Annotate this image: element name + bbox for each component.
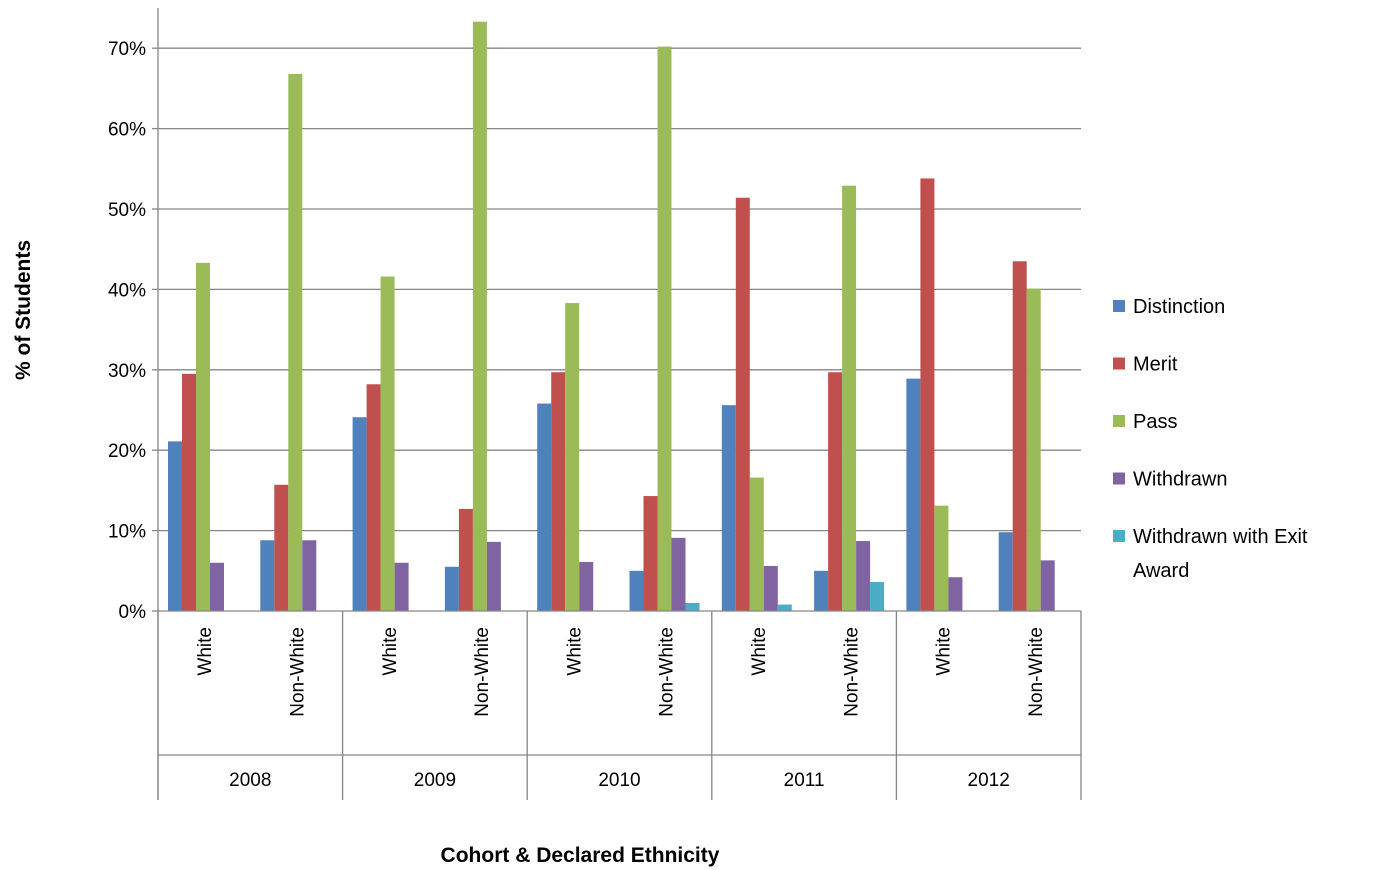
x-tick-label: White [749,627,770,676]
bar-distinction-0 [168,441,182,611]
bar-distinction-1 [260,540,275,611]
bar-withdrawn-with-exit-award-7 [870,582,885,611]
bar-withdrawn-3 [486,541,501,611]
y-axis-title: % of Students [12,240,35,380]
group-label: 2012 [968,770,1010,791]
bar-withdrawn-with-exit-award-6 [777,604,792,611]
bar-withdrawn-2 [394,562,409,611]
legend-swatch [1113,357,1125,370]
bar-pass-2 [380,276,395,611]
legend-swatch [1113,415,1125,427]
bar-merit-2 [366,384,381,611]
legend-label: Merit [1133,354,1178,376]
bar-distinction-2 [352,417,367,611]
legend-label: Distinction [1133,296,1225,318]
bar-merit-5 [643,496,658,611]
bar-pass-9 [1026,288,1041,611]
y-tick-label: 60% [108,120,146,141]
bar-withdrawn-7 [856,541,871,611]
y-tick-label: 40% [108,280,146,301]
x-tick-label: Non-White [472,627,493,717]
bar-merit-1 [274,484,289,611]
bar-withdrawn-with-exit-award-5 [685,602,700,611]
legend-label: Pass [1133,411,1177,433]
bar-merit-3 [458,508,473,611]
y-tick-label: 20% [108,441,146,462]
bar-withdrawn-5 [671,537,686,611]
bar-pass-0 [196,262,210,611]
axes [152,8,1082,800]
y-tick-label: 30% [108,361,146,382]
bar-withdrawn-9 [1040,560,1055,611]
legend-label: Withdrawn with Exit [1133,526,1308,548]
bar-distinction-7 [814,570,829,611]
bar-pass-8 [934,505,949,611]
y-tick-label: 50% [108,200,146,221]
bar-merit-8 [920,178,935,611]
x-tick-label: Non-White [1026,627,1047,717]
bar-distinction-4 [537,403,552,611]
bar-distinction-9 [998,532,1013,611]
bar-merit-4 [551,372,566,611]
bar-pass-1 [288,73,303,612]
bar-withdrawn-1 [302,540,317,611]
x-tick-labels: White Non-White White Non-White White Non-Whi… [195,627,1047,791]
bar-withdrawn-4 [579,561,594,611]
bar-pass-3 [472,21,487,612]
bar-merit-6 [735,197,750,611]
group-label: 2011 [784,770,825,791]
legend-swatch [1113,530,1125,542]
x-tick-label: White [564,627,585,676]
bar-merit-7 [828,372,843,611]
bar-pass-7 [842,185,857,611]
bar-merit-9 [1012,261,1027,611]
x-tick-label: Non-White [657,627,678,717]
legend-label: Withdrawn [1133,469,1227,491]
bars [168,21,1055,612]
bar-distinction-3 [444,566,459,611]
bar-pass-4 [565,303,580,611]
bar-merit-0 [182,373,196,611]
bar-distinction-8 [906,378,921,611]
bar-withdrawn-6 [763,565,778,611]
bar-pass-6 [749,477,764,611]
bar-distinction-6 [721,405,736,611]
x-axis-title: Cohort & Declared Ethnicity [441,844,720,867]
bar-withdrawn-8 [948,577,963,611]
y-tick-label: 70% [108,39,146,60]
x-tick-label: Non-White [287,627,308,717]
group-label: 2008 [229,770,271,791]
bar-withdrawn-0 [210,562,224,611]
y-tick-label: 0% [119,602,147,623]
x-tick-label: White [195,627,216,676]
bar-distinction-5 [629,570,644,611]
group-label: 2009 [414,770,456,791]
group-label: 2010 [598,770,640,791]
y-tick-labels: 0% 10% 20% 30% 40% 50% 60% 70% [108,39,146,623]
x-tick-label: White [934,627,955,676]
legend: Distinction Merit Pass Withdrawn Withdrawn w… [1113,296,1308,582]
y-tick-label: 10% [108,522,146,543]
x-tick-label: White [380,627,401,676]
legend-label: Award [1133,560,1189,582]
bar-pass-5 [657,46,672,612]
x-tick-label: Non-White [841,627,862,717]
legend-swatch [1113,472,1125,485]
gridlines [158,47,1081,532]
legend-swatch [1113,300,1125,312]
